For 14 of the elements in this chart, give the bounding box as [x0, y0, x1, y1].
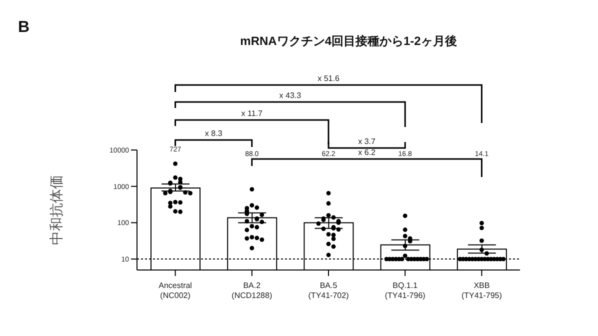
text: x 3.7 [358, 137, 376, 146]
text: x 11.7 [241, 109, 264, 118]
text: B [18, 19, 30, 36]
text: x 43.3 [279, 91, 302, 100]
x-tick-label: BA.2 (NCD1288) [232, 281, 272, 300]
annotation: x 6.2 [358, 148, 376, 157]
x-tick-label: XBB (TY41-795) [461, 281, 502, 300]
x-tick-label: BQ.1.1 (TY41-796) [384, 281, 426, 300]
x-tick-label: Ancestral (NC002) [158, 281, 192, 300]
x-tick-label: BA.5 (TY41-702) [308, 281, 350, 300]
chart-title: mRNAワクチン4回目接種から1-2ヶ月後 [240, 34, 457, 48]
text: x 8.3 [204, 129, 223, 138]
text: x 51.6 [318, 74, 340, 83]
y-axis-title: 中和抗体価 [48, 175, 64, 245]
